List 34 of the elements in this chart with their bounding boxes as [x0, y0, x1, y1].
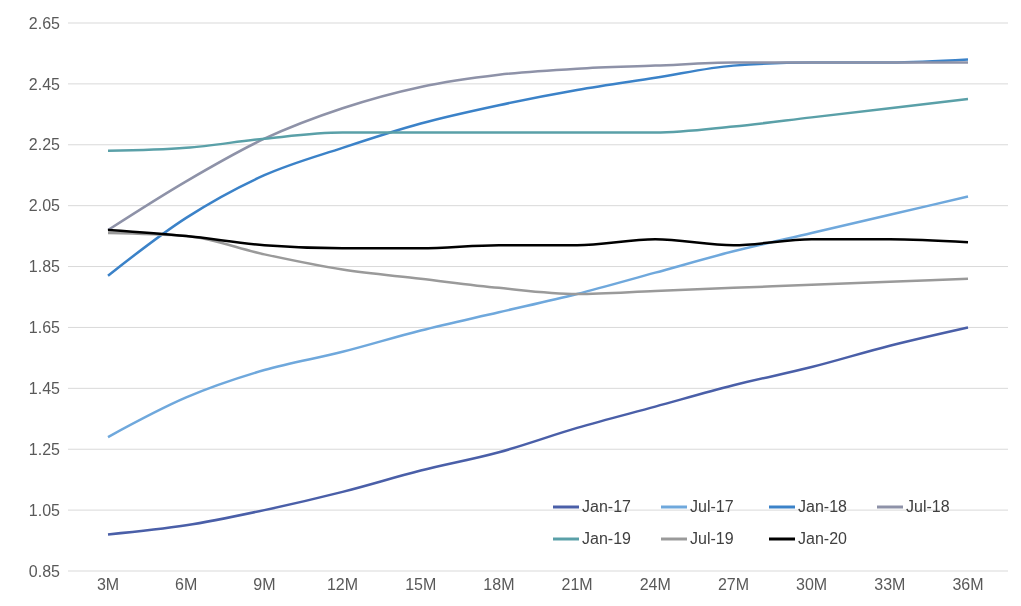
legend-label: Jul-17 [690, 498, 734, 516]
x-tick-label: 9M [253, 576, 276, 594]
y-tick-label: 2.05 [28, 197, 61, 215]
y-tick-label: 1.65 [28, 319, 61, 337]
x-tick-label: 18M [483, 576, 515, 594]
x-tick-label: 12M [326, 576, 359, 594]
x-tick-label: 27M [717, 576, 750, 594]
y-tick-label: 2.65 [28, 14, 61, 32]
legend-label: Jul-18 [906, 498, 950, 516]
y-tick-label: 1.25 [28, 440, 61, 458]
y-tick-label: 2.45 [28, 75, 61, 93]
line-series [106, 231, 970, 296]
legend-label: Jan-19 [582, 530, 631, 548]
x-tick-label: 3M [96, 576, 120, 594]
x-tick-label: 30M [796, 576, 828, 594]
y-tick-label: 1.45 [28, 380, 61, 398]
x-tick-label: 36M [952, 576, 984, 594]
legend-label: Jul-19 [690, 530, 734, 548]
y-tick-label: 1.85 [28, 258, 61, 276]
y-tick-label: 2.25 [28, 136, 61, 154]
x-tick-label: 24M [639, 576, 671, 594]
legend-label: Jan-20 [798, 530, 847, 548]
x-tick-label: 33M [874, 576, 906, 594]
y-tick-label: 1.05 [28, 501, 61, 519]
x-tick-label: 21M [561, 576, 593, 594]
legend-label: Jan-17 [582, 498, 631, 516]
line-series [106, 228, 970, 250]
legend-label: Jan-18 [798, 498, 847, 516]
y-tick-label: 0.85 [28, 562, 61, 580]
x-tick-label: 6M [175, 576, 198, 594]
line-series [106, 61, 970, 232]
line-series [106, 195, 970, 439]
line-series [106, 97, 970, 153]
x-tick-label: 15M [405, 576, 437, 594]
